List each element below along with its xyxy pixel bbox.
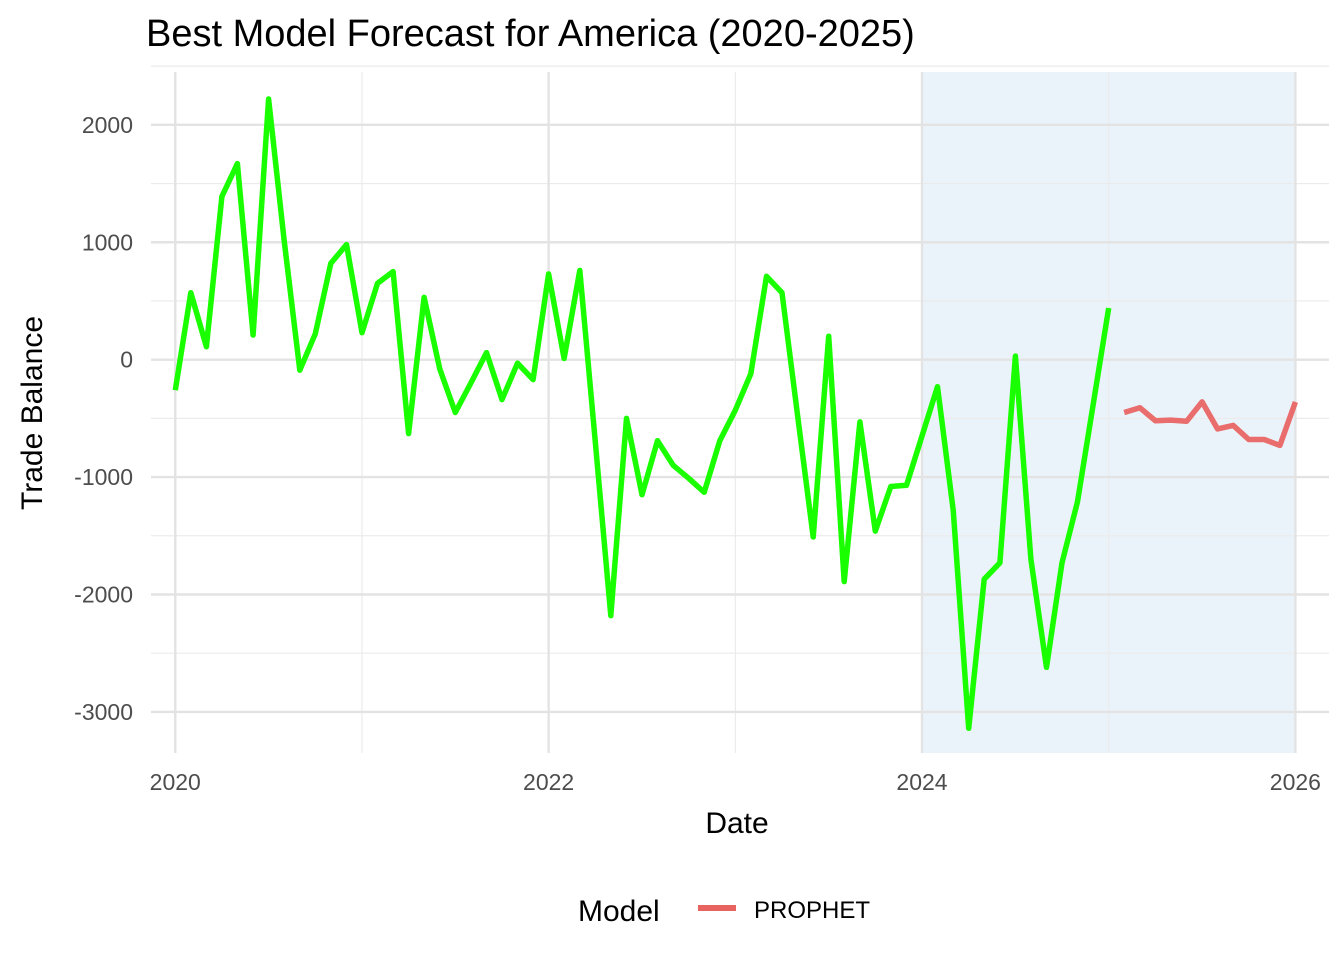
x-axis-label: Date [705, 807, 768, 840]
y-tick-label: 0 [120, 347, 133, 373]
y-axis-label: Trade Balance [16, 316, 49, 510]
y-tick-labels: -3000 -2000 -1000 0 1000 2000 [74, 112, 133, 725]
x-tick-label: 2024 [896, 769, 947, 795]
y-tick-label: 2000 [82, 112, 133, 138]
y-tick-label: -3000 [74, 699, 133, 725]
legend: Model PROPHET [578, 895, 870, 928]
series-line-prophet [1123, 399, 1298, 449]
chart-title: Best Model Forecast for America (2020-20… [146, 13, 915, 55]
legend-label-prophet: PROPHET [754, 897, 870, 924]
series-lines [172, 96, 1298, 732]
y-tick-label: 1000 [82, 229, 133, 255]
x-tick-labels: 2020 2022 2024 2026 [150, 769, 1321, 795]
grid-minor [151, 65, 1329, 753]
x-tick-label: 2026 [1270, 769, 1321, 795]
x-tick-label: 2020 [150, 769, 201, 795]
legend-title: Model [578, 895, 660, 928]
y-tick-label: -2000 [74, 581, 133, 607]
x-tick-label: 2022 [523, 769, 574, 795]
grid-major [151, 72, 1329, 753]
y-tick-label: -1000 [74, 464, 133, 490]
